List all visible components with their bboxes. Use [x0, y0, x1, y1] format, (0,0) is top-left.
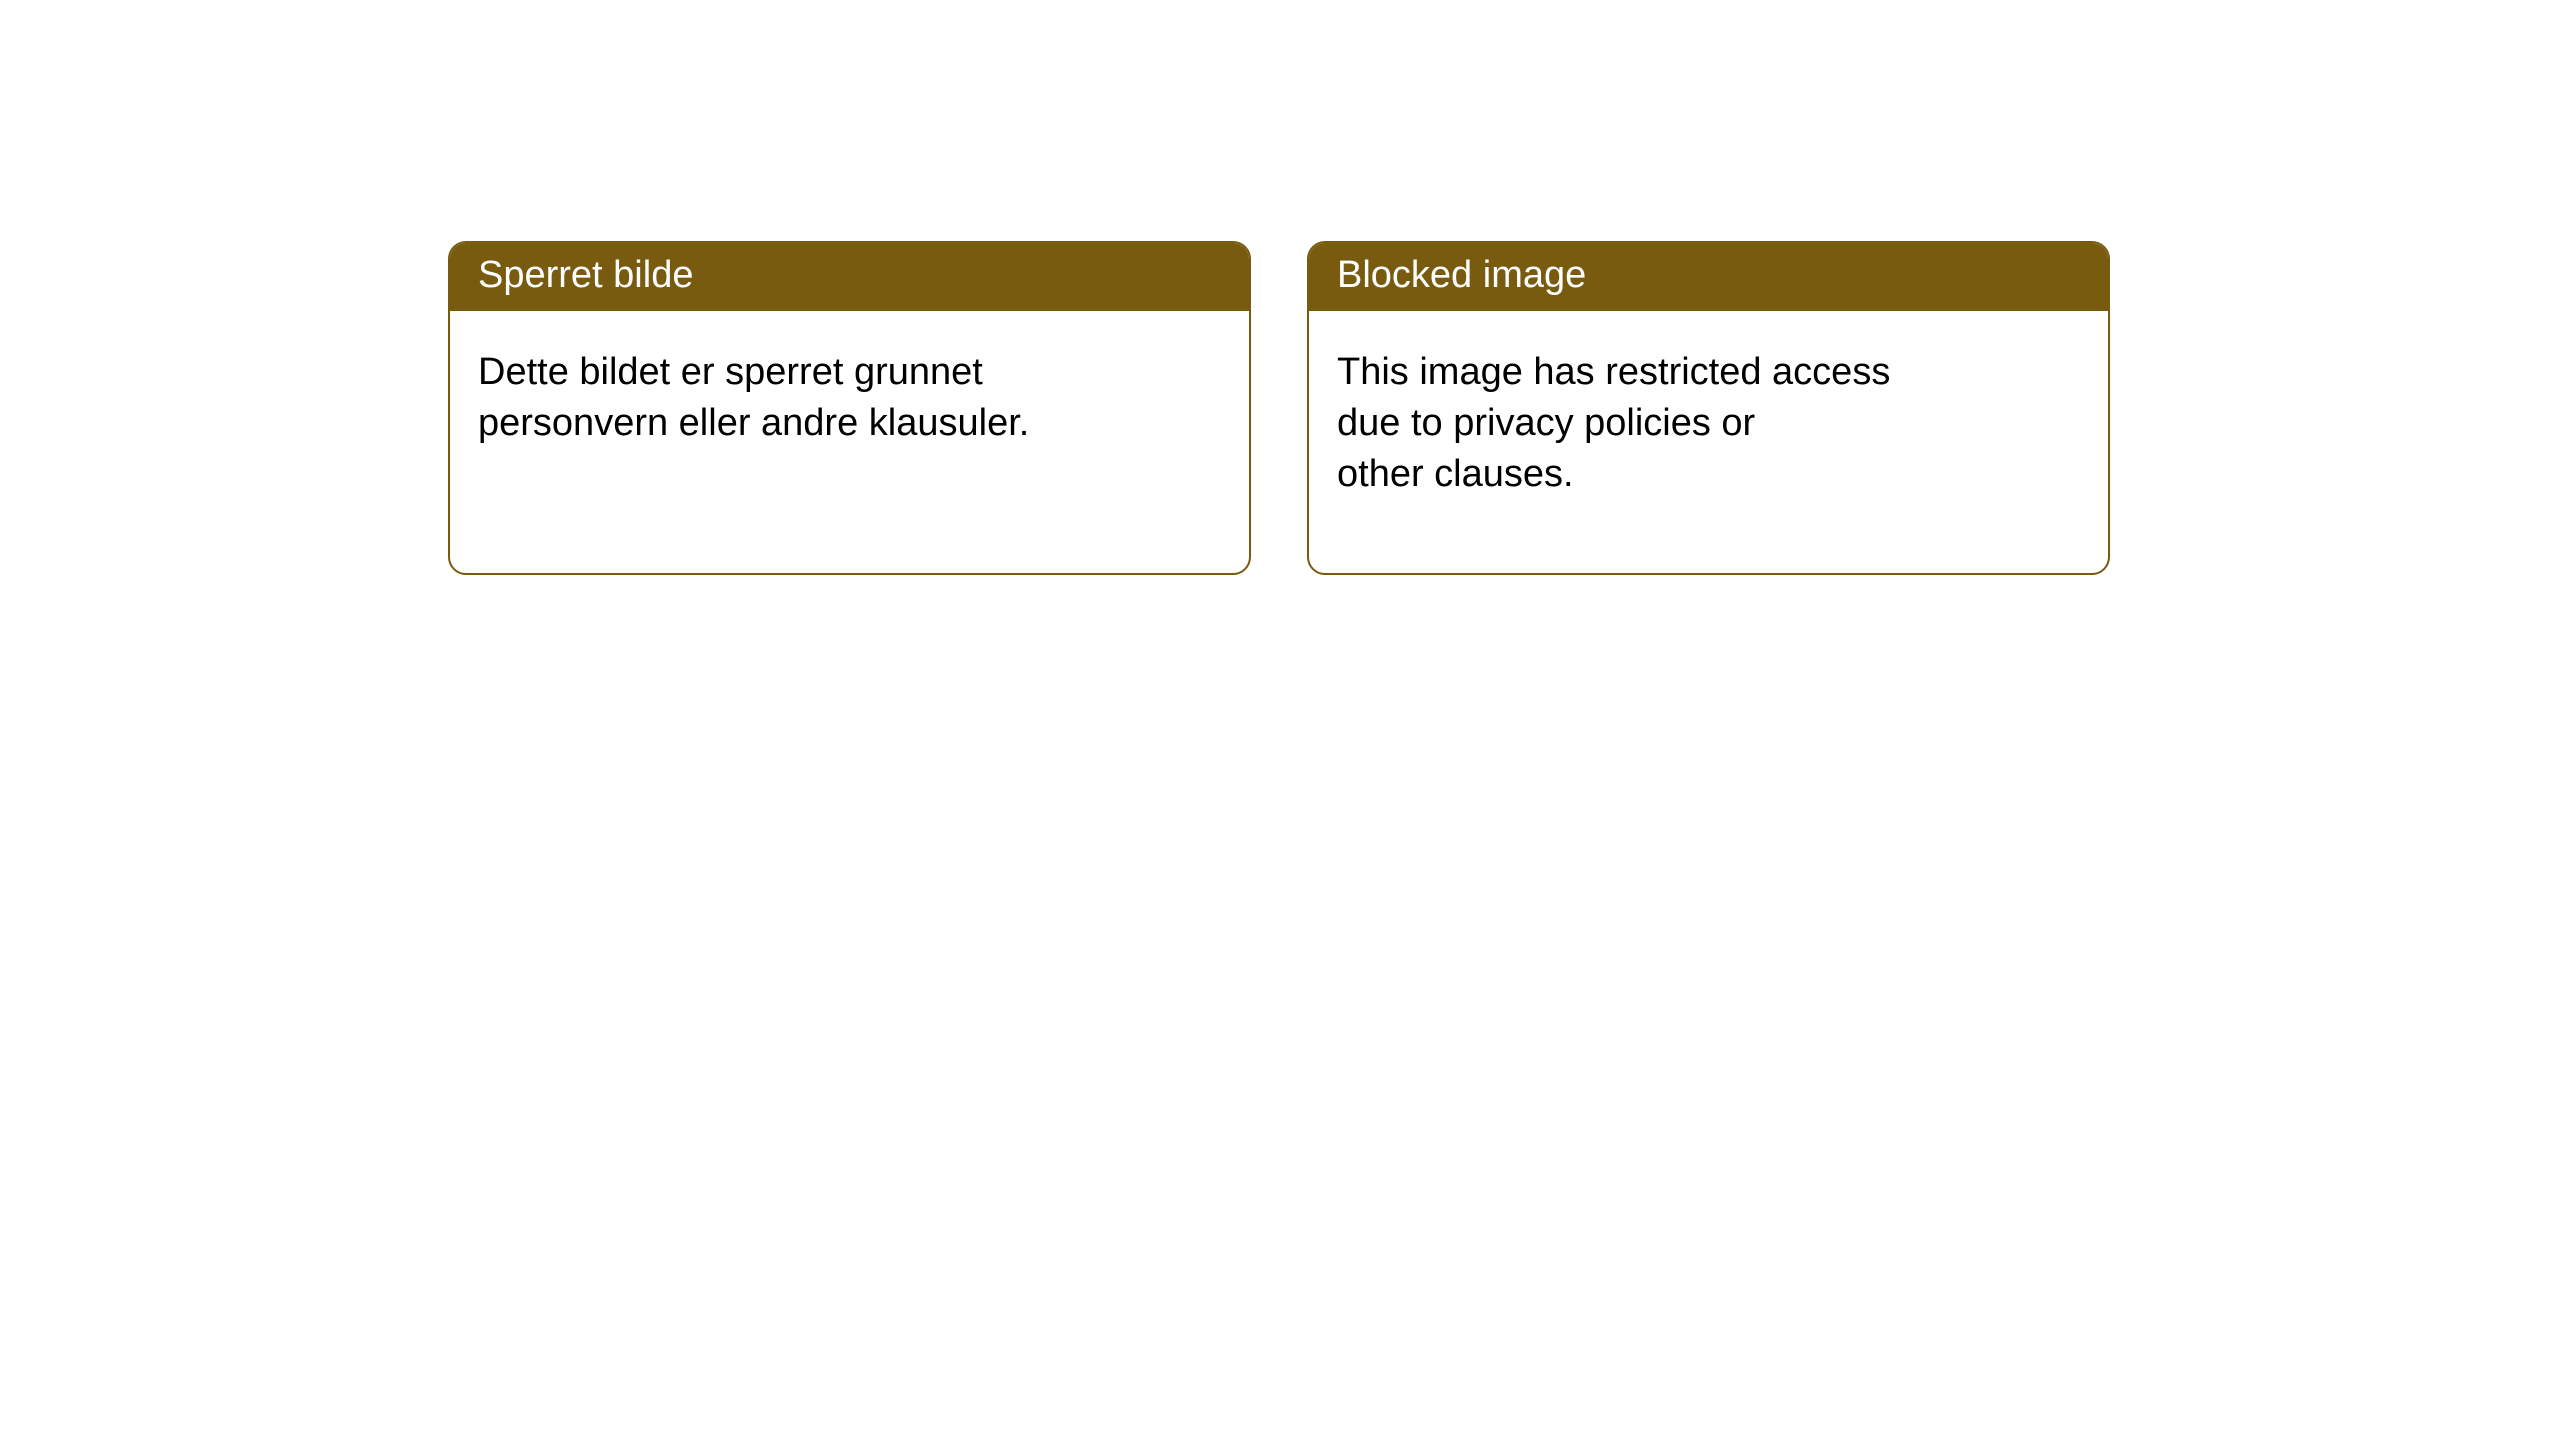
notice-card-norwegian: Sperret bilde Dette bildet er sperret gr…: [448, 241, 1251, 575]
notice-card-english: Blocked image This image has restricted …: [1307, 241, 2110, 575]
notice-card-body: This image has restricted access due to …: [1309, 311, 2108, 529]
notice-container: Sperret bilde Dette bildet er sperret gr…: [0, 0, 2560, 575]
notice-card-title: Sperret bilde: [450, 243, 1249, 311]
notice-card-title: Blocked image: [1309, 243, 2108, 311]
notice-card-body: Dette bildet er sperret grunnet personve…: [450, 311, 1249, 478]
